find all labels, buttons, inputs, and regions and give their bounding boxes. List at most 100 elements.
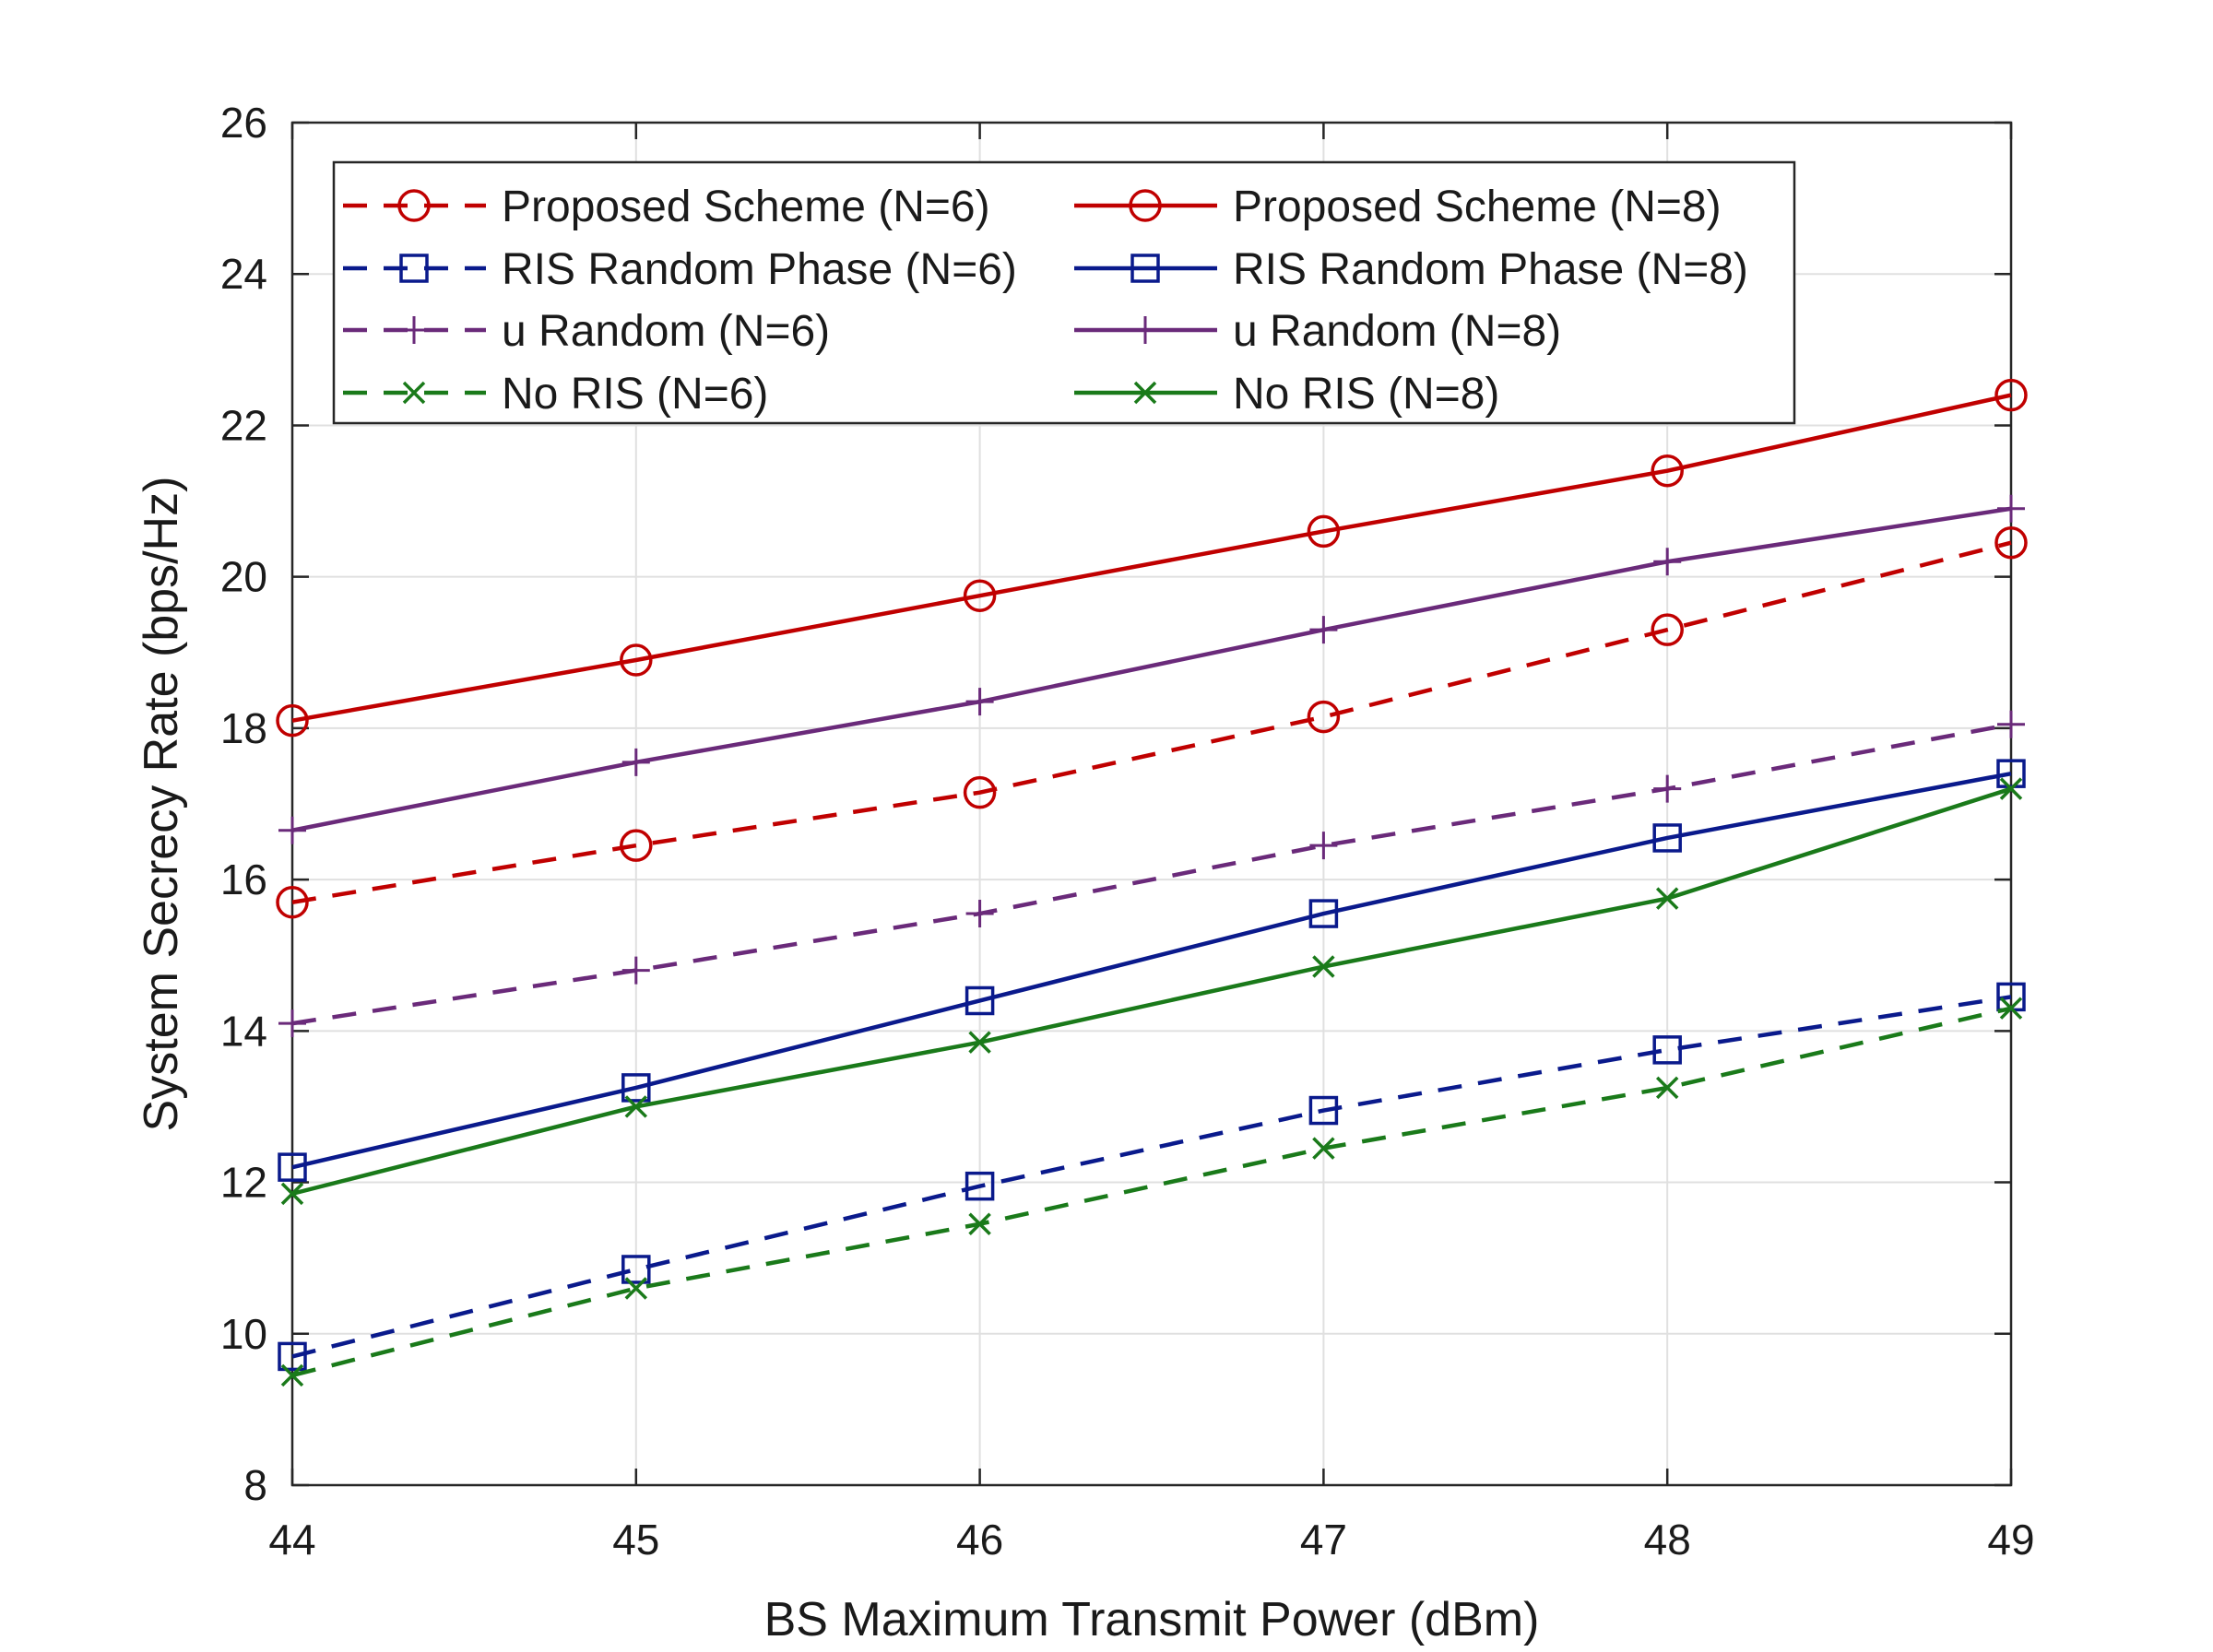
data-point [621,956,650,985]
data-point [621,1255,651,1284]
data-point [1653,774,1682,803]
y-tick-label: 22 [220,401,267,449]
series-8 [280,777,2023,1206]
data-point [276,703,309,738]
series-4 [278,759,2026,1182]
data-point [1309,616,1338,644]
x-tick-label: 46 [956,1516,1003,1564]
series-7 [280,997,2023,1387]
y-tick-label: 10 [220,1310,267,1358]
legend-item-6: u Random (N=8) [1074,307,1561,356]
data-point [1652,823,1682,853]
y-tick-label: 12 [220,1159,267,1207]
legend-marker [402,381,426,405]
legend-item-8: No RIS (N=8) [1074,370,1499,419]
x-tick-label: 44 [268,1516,315,1564]
data-point [1653,548,1682,576]
data-point [1312,955,1335,978]
legend-item-2: Proposed Scheme (N=8) [1074,183,1722,231]
data-point [964,1171,995,1201]
series-group [276,378,2028,1387]
data-point [1997,710,2025,738]
y-tick-label: 20 [220,553,267,601]
series-line [291,771,2012,1170]
data-point [280,1363,304,1387]
axis-ticks: 44 45 46 47 48 49 8 10 12 14 16 18 20 22 24 26 [220,99,2035,1564]
legend-label: RIS Random Phase (N=6) [502,245,1017,294]
data-point [278,1009,306,1038]
series-1 [276,525,2028,919]
data-point [276,885,309,919]
y-tick-label: 26 [220,99,267,147]
data-point [965,900,994,928]
data-point [964,985,995,1016]
legend-label: Proposed Scheme (N=6) [502,183,990,231]
series-line [291,506,2012,832]
data-point [278,1152,307,1182]
legend-marker [1129,189,1162,222]
data-point [1999,777,2023,800]
legend-marker [1130,254,1160,283]
series-6 [278,494,2025,844]
data-point [1308,899,1339,928]
data-point [1307,700,1341,734]
data-point [621,748,650,776]
series-line [291,786,2012,1197]
series-line [291,995,2012,1359]
series-5 [278,710,2025,1038]
series-line [291,1006,2012,1378]
data-point [1655,887,1679,910]
data-point [1652,1035,1682,1065]
data-point [621,1073,651,1103]
legend-item-7: No RIS (N=6) [343,370,768,419]
y-tick-label: 24 [220,250,267,298]
x-axis-title: BS Maximum Transmit Power (dBm) [764,1593,1540,1646]
x-tick-label: 48 [1644,1516,1691,1564]
legend-label: u Random (N=8) [1233,307,1561,356]
legend-item-5: u Random (N=6) [343,307,830,356]
series-2 [276,378,2028,738]
legend-label: RIS Random Phase (N=8) [1233,245,1748,294]
legend-label: No RIS (N=6) [502,370,768,419]
y-axis-title: System Secrecy Rate (bps/Hz) [135,477,188,1132]
legend-item-4: RIS Random Phase (N=8) [1074,245,1748,294]
legend-marker [399,254,429,283]
y-tick-label: 14 [220,1007,267,1055]
data-point [620,829,653,862]
data-point [1655,1076,1679,1100]
data-point [624,1277,648,1300]
y-tick-label: 8 [243,1461,267,1509]
data-point [620,643,653,677]
legend-label: No RIS (N=8) [1233,370,1499,419]
legend: Proposed Scheme (N=6) Proposed Scheme (N=… [332,160,1796,425]
data-point [963,579,997,612]
legend-item-3: RIS Random Phase (N=6) [343,245,1017,294]
series-line [291,540,2012,904]
legend-marker [1131,316,1159,344]
y-tick-label: 16 [220,856,267,903]
series-line [291,722,2012,1026]
data-point [280,1182,304,1206]
data-point [1651,454,1684,488]
legend-marker [1133,381,1157,405]
series-3 [278,982,2026,1372]
x-tick-label: 45 [612,1516,659,1564]
data-point [1999,997,2023,1020]
data-point [1997,494,2025,523]
data-point [1994,378,2028,412]
legend-marker [397,189,431,222]
data-point [968,1031,991,1054]
data-point [278,816,306,844]
x-tick-label: 49 [1987,1516,2034,1564]
series-line [291,393,2012,723]
legend-box [332,160,1796,425]
legend-label: u Random (N=6) [502,307,830,356]
legend-item-1: Proposed Scheme (N=6) [343,183,990,231]
x-tick-label: 47 [1300,1516,1347,1564]
data-point [624,1095,648,1118]
data-point [1651,613,1684,646]
data-point [1994,525,2028,560]
data-point [1312,1137,1335,1160]
y-tick-label: 18 [220,704,267,752]
